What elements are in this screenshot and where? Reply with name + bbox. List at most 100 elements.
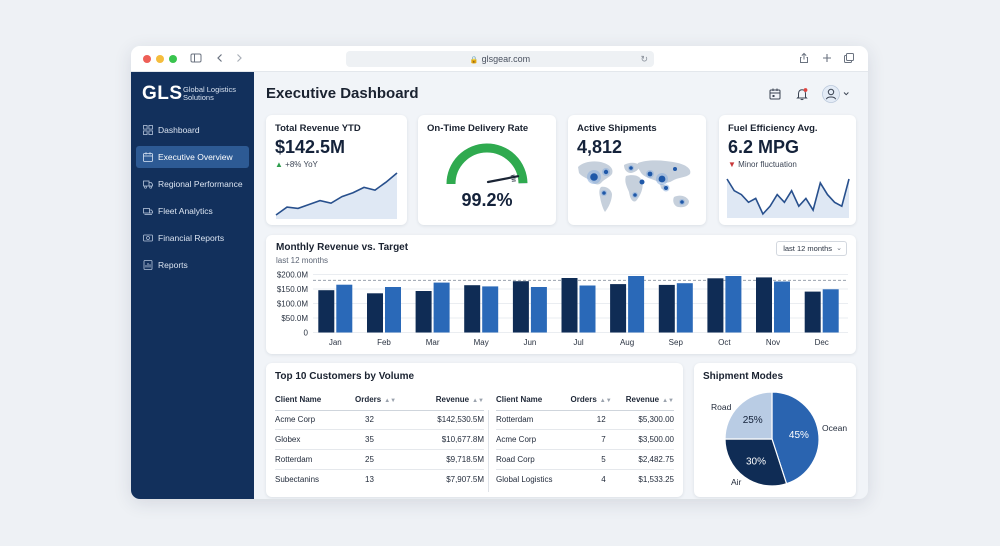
chart-subtitle: last 12 months <box>276 256 329 265</box>
user-avatar-icon[interactable] <box>821 84 851 104</box>
y-tick-label: $50.0M <box>281 314 308 323</box>
bar <box>415 291 432 333</box>
table-header-row: Client Name Orders ▲▼ Revenue ▲▼ <box>496 390 674 411</box>
maximize-window-button[interactable] <box>169 55 177 63</box>
kpi-delta-text: +8% YoY <box>285 160 318 169</box>
pie-slice <box>771 391 820 485</box>
revenue-cell: $3,500.00 <box>611 429 674 450</box>
column-header-client[interactable]: Client Name <box>496 390 571 411</box>
minimize-window-button[interactable] <box>156 55 164 63</box>
table-row[interactable]: Road Corp 5 $2,482.75 <box>496 449 674 470</box>
top-customers-card: Top 10 Customers by Volume Client Name O… <box>266 363 683 497</box>
sidebar-item-regional-performance[interactable]: Regional Performance <box>136 173 249 195</box>
x-tick-label: Aug <box>620 338 634 347</box>
column-header-orders[interactable]: Orders ▲▼ <box>355 390 398 411</box>
tabs-overview-icon[interactable] <box>842 52 856 66</box>
client-name: Acme Corp <box>275 410 355 431</box>
bar <box>756 277 772 333</box>
column-header-revenue[interactable]: Revenue ▲▼ <box>611 390 674 411</box>
pie-percent-label: 25% <box>743 415 763 426</box>
y-tick-label: $200.0M <box>277 271 308 280</box>
table-row[interactable]: Acme Corp 7 $3,500.00 <box>496 429 674 450</box>
kpi-title: Active Shipments <box>577 123 657 134</box>
bar <box>482 286 499 333</box>
sidebar-item-reports[interactable]: Reports <box>136 254 249 276</box>
sidebar-item-dashboard[interactable]: Dashboard <box>136 119 249 141</box>
orders-cell: 25 <box>355 449 398 470</box>
x-tick-label: Nov <box>766 338 780 347</box>
revenue-cell: $5,300.00 <box>611 410 674 431</box>
logo-mark: GLS <box>142 83 183 104</box>
date-range-select[interactable]: last 12 months ⌄ <box>776 241 847 256</box>
table-row[interactable]: Globex 35 $10,677.8M <box>275 429 484 450</box>
pie-legend-label: Air <box>731 477 742 487</box>
monthly-revenue-card: Monthly Revenue vs. Target last 12 month… <box>266 235 856 354</box>
logo-subtitle: Global Logistics Solutions <box>183 85 236 102</box>
orders-cell: 13 <box>365 474 374 484</box>
bell-icon[interactable] <box>795 87 809 101</box>
orders-cell: 7 <box>570 429 612 450</box>
kpi-card-on-time-delivery[interactable]: On-Time Delivery Rate 99.2% <box>418 115 556 225</box>
orders-cell: 5 <box>570 449 612 470</box>
sidebar-toggle-icon[interactable] <box>189 52 203 66</box>
report-icon <box>143 260 153 270</box>
x-tick-label: Sep <box>669 338 684 347</box>
column-header-revenue[interactable]: Revenue ▲▼ <box>398 390 484 411</box>
bar <box>433 282 450 333</box>
bar <box>658 284 675 333</box>
shipment-modes-card: Shipment Modes 45% 30% 25% Ocean Air Road <box>694 363 856 497</box>
revenue-cell: $1,533.25 <box>638 474 674 484</box>
calendar-icon <box>143 152 153 162</box>
kpi-delta: ▼ Minor fluctuation <box>728 160 797 169</box>
column-header-client[interactable]: Client Name <box>275 390 355 411</box>
table-row[interactable]: Rotterdam 25 $9,718.5M <box>275 449 484 470</box>
kpi-card-fuel-efficiency[interactable]: Fuel Efficiency Avg. 6.2 MPG ▼ Minor flu… <box>719 115 856 225</box>
client-name: Globex <box>275 429 355 450</box>
x-tick-label: Oct <box>718 338 731 347</box>
sort-icon: ▲▼ <box>662 398 674 405</box>
bar <box>336 284 353 333</box>
new-tab-icon[interactable] <box>820 52 834 66</box>
world-map-icon <box>578 160 691 212</box>
gauge-tick <box>510 174 515 177</box>
pie-slice <box>724 438 788 487</box>
kpi-title: Fuel Efficiency Avg. <box>728 123 818 134</box>
money-icon <box>143 234 153 242</box>
table-row[interactable]: Subectanins 13 $7,907.5M <box>275 469 484 489</box>
sidebar-item-fleet-analytics[interactable]: Fleet Analytics <box>136 200 249 222</box>
gauge-fill <box>446 143 528 185</box>
client-name: Subectanins <box>275 474 320 484</box>
browser-window: 🔒 glsgear.com ↻ GLS Global Logistics Solu… <box>131 46 868 499</box>
sparkline-area <box>727 179 849 218</box>
bar <box>561 278 578 333</box>
table-row[interactable]: Global Logistics 4 $1,533.25 <box>496 469 674 489</box>
x-tick-label: Jul <box>573 338 583 347</box>
kpi-card-total-revenue[interactable]: Total Revenue YTD $142.5M ▲ +8% YoY <box>266 115 407 225</box>
bar <box>676 283 693 333</box>
table-row[interactable]: Acme Corp 32 $142,530.5M <box>275 410 484 431</box>
calendar-icon[interactable] <box>768 87 782 101</box>
x-tick-label: Feb <box>377 338 391 347</box>
sidebar-item-financial-reports[interactable]: Financial Reports <box>136 227 249 249</box>
column-header-orders[interactable]: Orders ▲▼ <box>570 390 612 411</box>
bar <box>707 278 724 333</box>
sidebar-item-label: Reports <box>158 260 188 270</box>
forward-icon[interactable] <box>232 52 246 66</box>
table-row[interactable]: Rotterdam 12 $5,300.00 <box>496 410 674 431</box>
share-icon[interactable] <box>797 52 811 66</box>
x-tick-label: Dec <box>815 338 829 347</box>
sparkline-line <box>275 172 398 216</box>
back-icon[interactable] <box>213 52 227 66</box>
revenue-cell: $142,530.5M <box>398 410 484 431</box>
sidebar-item-executive-overview[interactable]: Executive Overview <box>136 146 249 168</box>
kpi-card-active-shipments[interactable]: Active Shipments 4,812 <box>568 115 706 225</box>
address-bar[interactable]: 🔒 glsgear.com ↻ <box>346 51 654 67</box>
orders-cell: 12 <box>570 410 612 431</box>
kpi-value: 99.2% <box>461 190 513 210</box>
close-window-button[interactable] <box>143 55 151 63</box>
table-header-row: Client Name Orders ▲▼ Revenue ▲▼ <box>275 390 484 411</box>
pie-percent-label: 45% <box>789 430 809 441</box>
client-name: Acme Corp <box>496 429 571 450</box>
bar <box>464 285 481 333</box>
reload-icon[interactable]: ↻ <box>640 54 648 64</box>
